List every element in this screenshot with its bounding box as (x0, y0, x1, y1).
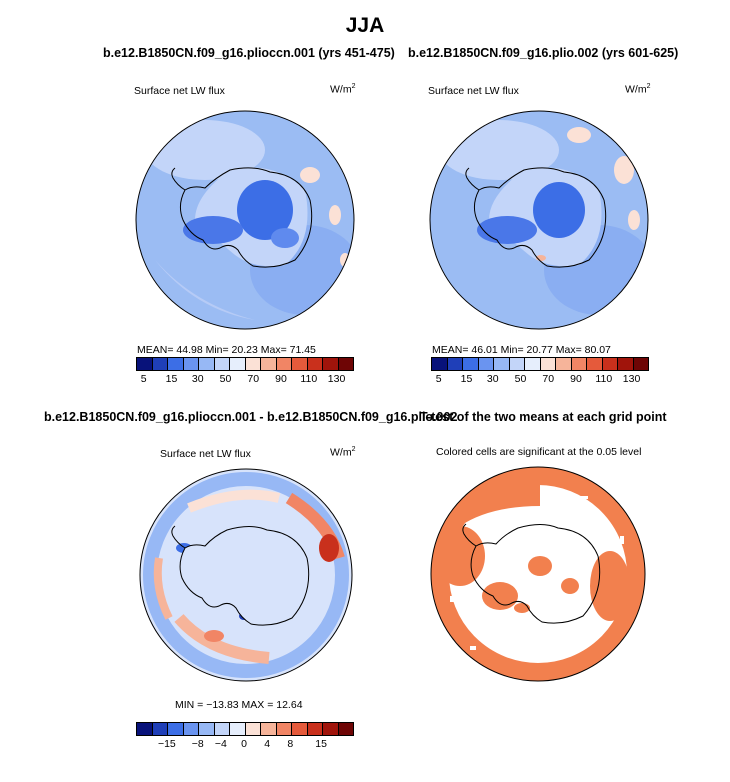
panel3-units: W/m2 (330, 446, 356, 459)
colorbar-swatch (230, 723, 246, 735)
colorbar-swatch (338, 358, 353, 370)
panel4-map (430, 466, 646, 682)
colorbar-swatch (199, 723, 215, 735)
colorbar-swatch (214, 723, 230, 735)
panel4-variable: Colored cells are significant at the 0.0… (436, 446, 642, 458)
panel3-map (139, 468, 353, 682)
colorbar-swatch (633, 358, 648, 370)
colorbar-swatch (338, 723, 353, 735)
panel1-colorbar (136, 357, 354, 371)
colorbar-swatch (447, 358, 463, 370)
colorbar-tick-label: 8 (287, 738, 294, 750)
colorbar-tick-label: −8 (191, 738, 204, 750)
colorbar-swatch (307, 358, 323, 370)
colorbar-tick-label: 50 (219, 373, 232, 385)
colorbar-tick-label: 5 (140, 373, 147, 385)
colorbar-tick-label: 5 (435, 373, 442, 385)
colorbar-tick-label: 15 (165, 373, 178, 385)
colorbar-swatch (540, 358, 556, 370)
colorbar-tick-label: 90 (275, 373, 287, 385)
colorbar-tick-label: −4 (214, 738, 227, 750)
panel3-colorbar (136, 722, 354, 736)
panel3-stats: MIN = −13.83 MAX = 12.64 (175, 699, 303, 711)
colorbar-swatch (183, 358, 199, 370)
panel2-colorbar (431, 357, 649, 371)
panel1-title: b.e12.B1850CN.f09_g16.plioccn.001 (yrs 4… (103, 46, 395, 60)
colorbar-swatch (261, 723, 277, 735)
colorbar-swatch (571, 358, 587, 370)
colorbar-swatch (618, 358, 634, 370)
panel2-colorbar-ticks: 5 15 30 50 70 90 110 130 (431, 373, 649, 387)
colorbar-tick-label: 0 (241, 738, 247, 750)
panel2-map (429, 110, 649, 330)
panel2-title: b.e12.B1850CN.f09_g16.plio.002 (yrs 601-… (408, 46, 679, 60)
colorbar-swatch (137, 358, 153, 370)
colorbar-swatch (587, 358, 603, 370)
colorbar-tick-label: 15 (460, 373, 473, 385)
colorbar-tick-label: 70 (247, 373, 260, 385)
colorbar-swatch (276, 358, 292, 370)
colorbar-tick-label: 110 (300, 373, 318, 385)
colorbar-tick-label: 110 (595, 373, 613, 385)
colorbar-tick-label: −15 (157, 738, 176, 750)
colorbar-swatch (432, 358, 448, 370)
colorbar-swatch (168, 358, 184, 370)
colorbar-tick-label: 50 (514, 373, 527, 385)
colorbar-swatch (292, 358, 308, 370)
panel1-colorbar-ticks: 5 15 30 50 70 90 110 130 (136, 373, 354, 387)
panel3-colorbar-ticks: −15 −8 −4 0 4 8 15 (136, 738, 354, 752)
colorbar-swatch (152, 723, 168, 735)
panel1-map (135, 110, 355, 330)
panel1-variable: Surface net LW flux (134, 85, 225, 97)
colorbar-tick-label: 30 (191, 373, 204, 385)
panel3-title: b.e12.B1850CN.f09_g16.plioccn.001 - b.e1… (44, 410, 458, 424)
colorbar-swatch (137, 723, 153, 735)
colorbar-swatch (494, 358, 510, 370)
colorbar-swatch (245, 358, 261, 370)
colorbar-tick-label: 4 (264, 738, 271, 750)
colorbar-swatch (292, 723, 308, 735)
colorbar-tick-label: 130 (622, 373, 641, 385)
colorbar-swatch (152, 358, 168, 370)
colorbar-swatch (199, 358, 215, 370)
colorbar-swatch (168, 723, 184, 735)
colorbar-swatch (276, 723, 292, 735)
panel1-units: W/m2 (330, 83, 356, 96)
panel1-stats: MEAN= 44.98 Min= 20.23 Max= 71.45 (137, 344, 316, 356)
colorbar-swatch (509, 358, 525, 370)
colorbar-swatch (525, 358, 541, 370)
panel2-units: W/m2 (625, 83, 651, 96)
colorbar-swatch (307, 723, 323, 735)
colorbar-swatch (214, 358, 230, 370)
colorbar-tick-label: 130 (327, 373, 346, 385)
colorbar-tick-label: 90 (570, 373, 582, 385)
colorbar-swatch (556, 358, 572, 370)
colorbar-tick-label: 70 (542, 373, 555, 385)
colorbar-swatch (230, 358, 246, 370)
panel2-variable: Surface net LW flux (428, 85, 519, 97)
colorbar-swatch (602, 358, 618, 370)
panel3-variable: Surface net LW flux (160, 448, 251, 460)
colorbar-swatch (323, 723, 339, 735)
colorbar-tick-label: 30 (486, 373, 499, 385)
panel4-title: T-test of the two means at each grid poi… (420, 410, 667, 424)
figure-title: JJA (345, 14, 385, 37)
colorbar-swatch (323, 358, 339, 370)
colorbar-swatch (245, 723, 261, 735)
colorbar-tick-label: 15 (315, 738, 327, 750)
colorbar-swatch (463, 358, 479, 370)
colorbar-swatch (183, 723, 199, 735)
colorbar-swatch (478, 358, 494, 370)
colorbar-swatch (261, 358, 277, 370)
panel2-stats: MEAN= 46.01 Min= 20.77 Max= 80.07 (432, 344, 611, 356)
